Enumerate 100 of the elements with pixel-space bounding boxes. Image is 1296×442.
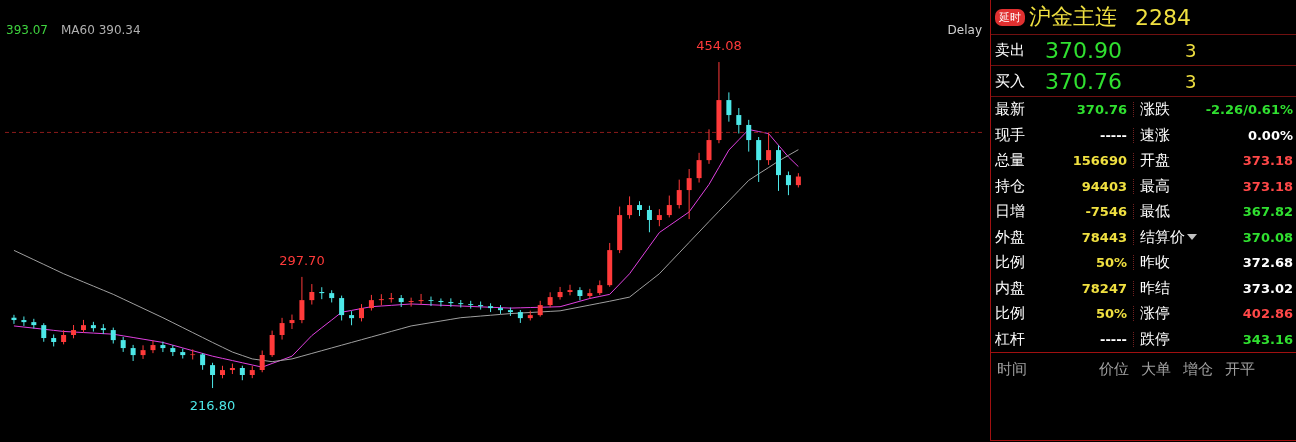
text: 卖出 (995, 40, 1026, 60)
candlestick (646, 205, 652, 233)
text: 370.76 (1045, 68, 1123, 94)
text: 2284 (1135, 4, 1191, 30)
text: 156690 (1041, 153, 1134, 169)
text: 日增 (995, 202, 1026, 222)
text: 开盘 (1140, 151, 1171, 171)
text: 价位 (1099, 359, 1129, 379)
candlestick (785, 171, 791, 196)
text: 持仓 (995, 176, 1026, 196)
text: 最低 (1140, 202, 1171, 222)
annotation: 216.80 (189, 398, 236, 414)
candlestick (408, 297, 414, 308)
candlestick (726, 91, 732, 123)
text: 内盘 (995, 278, 1026, 298)
text: 时间 (997, 359, 1027, 379)
text: 50% (1041, 306, 1134, 322)
text: 370.76 (1041, 102, 1134, 118)
text: 开平 (1225, 359, 1255, 379)
text: 涨停 (1140, 304, 1171, 324)
text: 最新 (995, 100, 1026, 120)
candlestick (766, 132, 772, 166)
candlestick (587, 288, 593, 299)
text: 50% (1041, 255, 1134, 271)
text: 沪金主连 (1029, 3, 1117, 31)
candlestick (756, 136, 762, 183)
text: -2.26/0.61% (1204, 102, 1294, 118)
candlestick (567, 284, 573, 296)
text: 94403 (1041, 178, 1134, 194)
text: 3 (1185, 39, 1197, 61)
text: 大单 (1141, 359, 1171, 379)
text: 402.86 (1241, 306, 1294, 322)
candlestick (210, 362, 216, 389)
candlestick (190, 348, 196, 360)
candlestick (140, 344, 146, 360)
candlestick (547, 291, 553, 308)
text: 昨结 (1140, 278, 1171, 298)
text: ----- (1041, 127, 1134, 143)
text: 涨跌 (1140, 100, 1171, 120)
text: 昨收 (1140, 253, 1171, 273)
text: 78443 (1041, 229, 1134, 245)
text: 买入 (995, 71, 1026, 91)
text: 最高 (1140, 176, 1171, 196)
candlestick (736, 107, 742, 134)
text: 延时 (995, 8, 1025, 26)
text: 343.16 (1241, 331, 1294, 347)
text: 393.07 (6, 23, 48, 37)
annotation: 297.70 (279, 252, 325, 268)
candlestick (160, 341, 166, 353)
candlestick (438, 297, 444, 307)
text: 结算价 (1140, 227, 1186, 247)
text: 367.82 (1241, 204, 1294, 220)
text: 78247 (1041, 280, 1134, 296)
candlestick (706, 128, 712, 165)
candlestick (448, 297, 454, 308)
candlestick (279, 317, 285, 341)
text: 373.02 (1241, 280, 1294, 296)
text: 外盘 (995, 227, 1026, 247)
text: 372.68 (1241, 255, 1294, 271)
text: 速涨 (1140, 125, 1171, 145)
text: ----- (1041, 331, 1134, 347)
text: 跌停 (1140, 329, 1171, 349)
candlestick (686, 168, 692, 220)
candlestick (309, 283, 315, 306)
candlestick (21, 315, 27, 327)
candlestick (130, 344, 136, 362)
text: 比例 (995, 304, 1026, 324)
text: 3 (1185, 70, 1197, 92)
candlestick (666, 195, 672, 218)
text: 增仓 (1183, 359, 1213, 379)
candlestick (388, 292, 394, 304)
candlestick (557, 286, 563, 301)
candlestick (428, 296, 434, 307)
candlestick (746, 119, 752, 153)
candlestick (269, 330, 275, 358)
candlestick (259, 350, 265, 373)
candlestick (41, 322, 47, 343)
candlestick (289, 314, 295, 330)
candlestick (478, 301, 484, 311)
text: 373.18 (1241, 178, 1294, 194)
candlestick (577, 286, 583, 301)
text: 总量 (995, 151, 1026, 171)
candlestick (378, 293, 384, 306)
text: -7546 (1041, 204, 1134, 220)
annotation: 454.08 (696, 38, 742, 54)
text: Delay (947, 23, 982, 37)
text: 现手 (995, 125, 1026, 145)
candlestick (696, 152, 702, 184)
text: 0.00% (1246, 127, 1294, 143)
text: MA60 390.34 (61, 23, 141, 37)
candlestick (299, 276, 305, 324)
text: 比例 (995, 253, 1026, 273)
candlestick (150, 340, 156, 354)
text: 370.08 (1241, 229, 1294, 245)
text: 373.18 (1241, 153, 1294, 169)
text: 杠杆 (995, 329, 1026, 349)
candlestick (339, 295, 345, 321)
candlestick (627, 195, 633, 220)
candlestick (676, 179, 682, 209)
candlestick (418, 293, 424, 305)
